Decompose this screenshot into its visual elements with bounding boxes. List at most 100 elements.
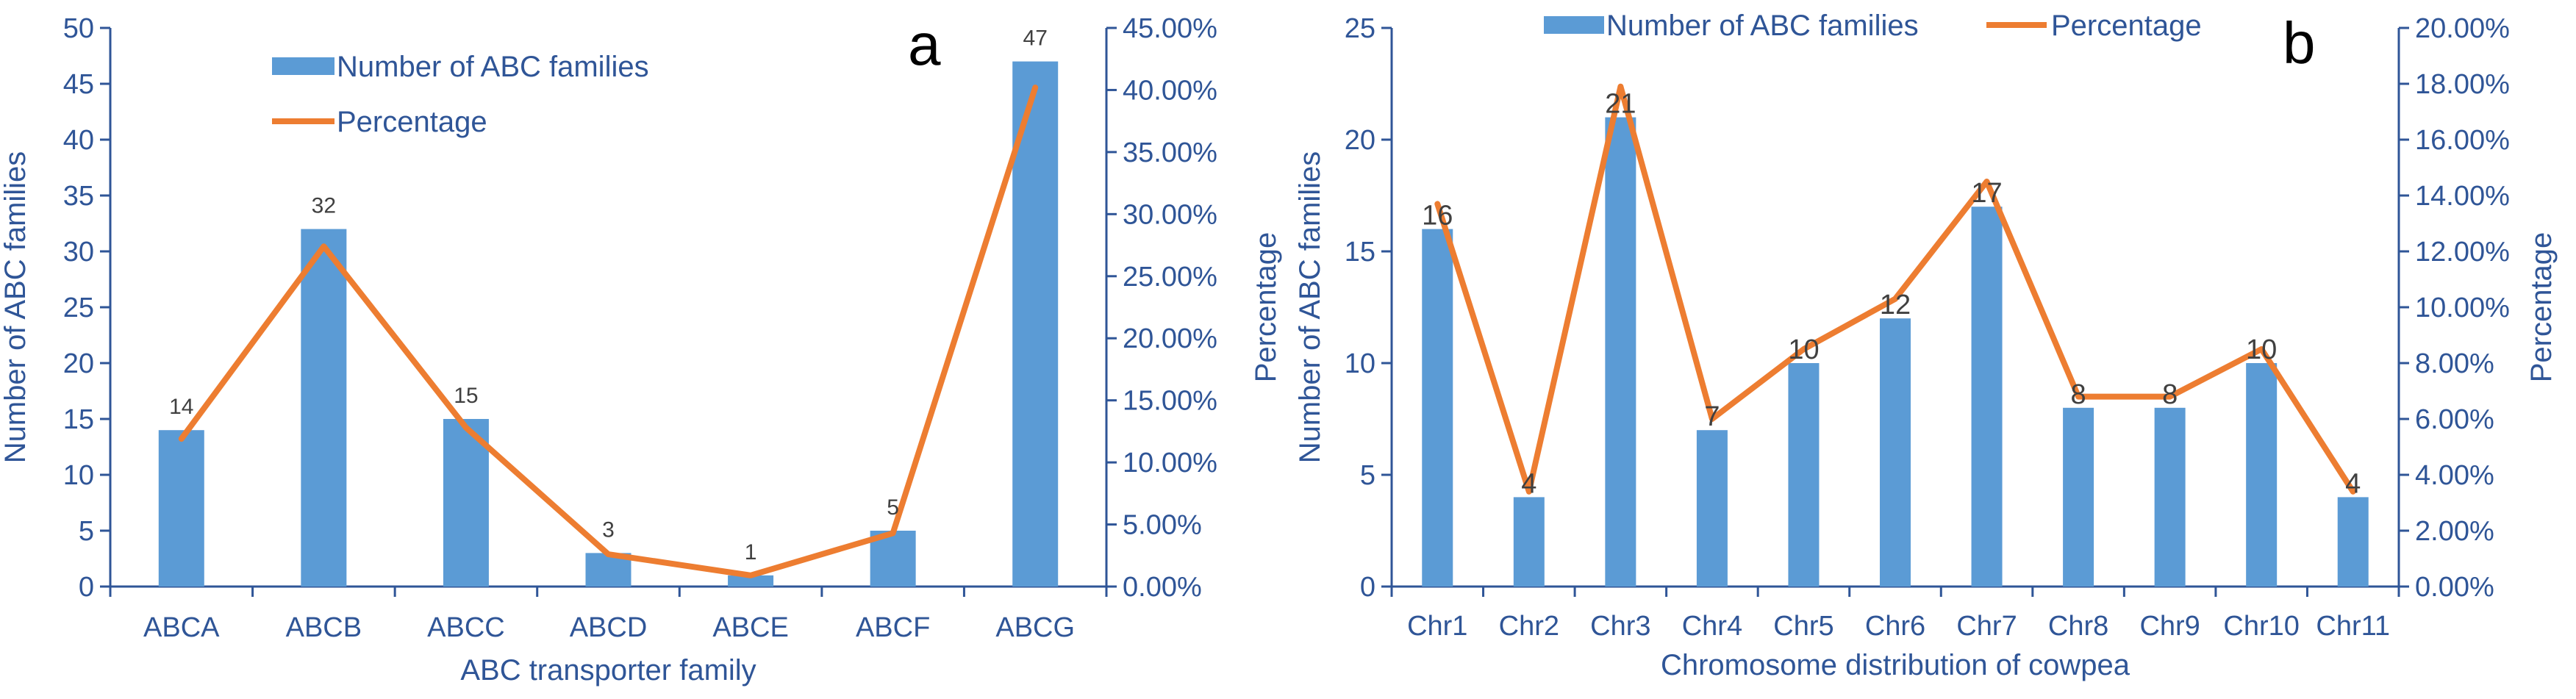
panel-letter: a [908, 12, 941, 77]
legend-label: Number of ABC families [337, 51, 649, 83]
x-tick-label: Chr9 [2139, 611, 2200, 642]
data-label: 17 [1971, 178, 2002, 209]
y-axis-title: Number of ABC families [1294, 151, 1326, 464]
bar [158, 430, 204, 587]
data-label: 15 [454, 384, 478, 408]
y2-tick-label: 18.00% [2415, 69, 2510, 100]
legend-label: Percentage [2051, 10, 2202, 42]
bar [1696, 430, 1728, 587]
bar [1971, 207, 2003, 587]
y-tick-label: 10 [63, 460, 94, 491]
y-tick-label: 0 [79, 572, 94, 603]
x-tick-label: ABCE [712, 612, 788, 643]
y2-axis-title: Percentage [2525, 232, 2558, 383]
y2-tick-label: 5.00% [1123, 510, 1202, 541]
bar [1605, 117, 1636, 587]
x-tick-label: Chr5 [1773, 611, 1833, 642]
data-label: 4 [2345, 468, 2361, 499]
y2-tick-label: 40.00% [1123, 75, 1217, 106]
bar [1788, 363, 1820, 587]
bar [1422, 229, 1453, 587]
x-axis-title: ABC transporter family [460, 654, 756, 687]
chart-panel-b: 0 5 10 15 20 25 0.00% 2.00% 4.00% 6.00% 8.00% 10.00… [1294, 10, 2558, 681]
bar [2246, 363, 2278, 587]
data-label: 21 [1605, 89, 1636, 120]
x-tick-label: Chr8 [2048, 611, 2108, 642]
y2-tick-label: 35.00% [1123, 137, 1217, 168]
x-tick-label: Chr1 [1407, 611, 1467, 642]
data-label: 4 [1521, 468, 1536, 499]
x-tick-label: ABCD [570, 612, 648, 643]
y2-tick-label: 20.00% [1123, 323, 1217, 354]
bar [2063, 407, 2094, 587]
legend-bar-swatch [272, 57, 334, 75]
y-tick-label: 20 [1345, 125, 1375, 156]
data-label: 8 [2162, 379, 2178, 410]
y2-tick-label: 10.00% [1123, 448, 1217, 478]
bar [1880, 318, 1911, 587]
data-label: 32 [312, 194, 336, 218]
y-tick-label: 25 [63, 293, 94, 323]
data-label: 10 [2246, 334, 2277, 365]
legend-bar-swatch [1544, 16, 1604, 34]
y2-tick-label: 16.00% [2415, 125, 2510, 156]
chart-panel-a: 051015202530354045500.00%5.00%10.00%15.0… [0, 12, 1282, 687]
data-label: 47 [1023, 26, 1048, 51]
data-label: 5 [887, 495, 899, 520]
percentage-line [178, 85, 1039, 578]
y2-axis-title: Percentage [1250, 232, 1282, 383]
percentage-line [1434, 83, 2356, 495]
x-tick-label: ABCA [143, 612, 220, 643]
x-tick-label: Chr11 [2316, 611, 2390, 642]
x-axis-title: Chromosome distribution of cowpea [1661, 649, 2130, 681]
x-tick-label: Chr2 [1499, 611, 1559, 642]
x-tick-label: Chr10 [2223, 611, 2300, 642]
data-label: 16 [1422, 201, 1453, 232]
bar [2337, 497, 2369, 587]
legend-label: Percentage [337, 106, 487, 138]
bar [728, 575, 774, 587]
x-tick-label: Chr7 [1956, 611, 2017, 642]
x-tick-label: ABCC [427, 612, 505, 643]
y2-tick-label: 2.00% [2415, 516, 2494, 547]
bar [301, 229, 347, 587]
legend: Number of ABC families Percentage [1544, 10, 2202, 42]
y-tick-label: 0 [1360, 572, 1375, 603]
y2-tick-label: 6.00% [2415, 404, 2494, 435]
data-label: 14 [169, 395, 193, 419]
y2-tick-label: 0.00% [2415, 572, 2494, 603]
y-tick-label: 45 [63, 69, 94, 100]
y2-tick-label: 30.00% [1123, 199, 1217, 230]
data-label: 7 [1704, 401, 1720, 432]
y2-tick-label: 25.00% [1123, 262, 1217, 293]
y-tick-label: 15 [63, 404, 94, 435]
x-tick-label: Chr3 [1590, 611, 1650, 642]
y2-tick-label: 0.00% [1123, 572, 1202, 603]
y-tick-label: 30 [63, 237, 94, 268]
legend-label: Number of ABC families [1606, 10, 1919, 42]
y2-tick-label: 45.00% [1123, 13, 1217, 44]
data-label: 3 [602, 517, 615, 542]
y-axis-title: Number of ABC families [0, 151, 32, 464]
legend: Number of ABC families Percentage [272, 51, 649, 138]
x-tick-label: ABCG [995, 612, 1075, 643]
y-tick-label: 20 [63, 348, 94, 379]
x-tick-label: ABCB [286, 612, 362, 643]
bar [1012, 61, 1059, 587]
panel-letter: b [2283, 10, 2316, 76]
y2-tick-label: 4.00% [2415, 460, 2494, 491]
bar [2154, 407, 2186, 587]
y-tick-label: 5 [79, 516, 94, 547]
bar [443, 419, 489, 587]
data-label: 12 [1880, 290, 1911, 320]
y2-tick-label: 14.00% [2415, 181, 2510, 212]
y-tick-label: 25 [1345, 13, 1375, 44]
data-label: 8 [2071, 379, 2086, 410]
y2-tick-label: 10.00% [2415, 293, 2510, 323]
y2-tick-label: 15.00% [1123, 386, 1217, 417]
y2-tick-label: 8.00% [2415, 348, 2494, 379]
data-label: 10 [1788, 334, 1819, 365]
y-tick-label: 15 [1345, 237, 1375, 268]
y2-tick-label: 20.00% [2415, 13, 2510, 44]
